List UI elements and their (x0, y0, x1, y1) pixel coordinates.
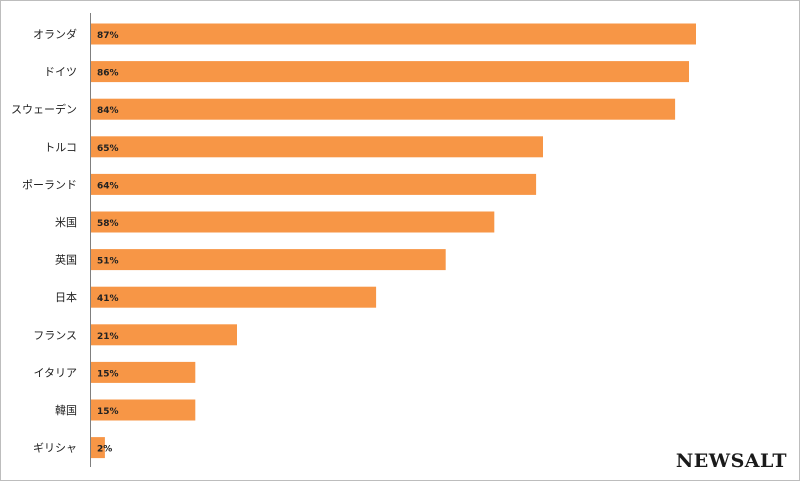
data-label-3: 84% (97, 106, 119, 116)
category-label-10: イタリア (33, 366, 77, 379)
bars-group (91, 23, 696, 459)
category-label-6: 米国 (55, 216, 77, 229)
bar-9 (91, 324, 237, 346)
category-label-1: オランダ (33, 27, 77, 41)
data-label-10: 15% (97, 369, 119, 379)
data-label-2: 86% (97, 69, 119, 79)
data-label-11: 15% (97, 407, 119, 417)
bar-5 (91, 173, 537, 195)
bar-7 (91, 249, 446, 271)
bar-3 (91, 98, 676, 120)
newsalt-watermark: NEWSALT (675, 450, 787, 472)
data-label-7: 51% (97, 257, 119, 267)
category-label-8: 日本 (55, 290, 77, 304)
bar-8 (91, 286, 377, 308)
category-label-12: ギリシャ (33, 442, 77, 455)
category-label-9: フランス (33, 329, 77, 342)
bar-4 (91, 136, 543, 158)
bar-12 (91, 437, 105, 459)
bar-6 (91, 211, 495, 233)
category-label-2: ドイツ (44, 66, 77, 79)
bar-10 (91, 361, 196, 383)
data-label-9: 21% (97, 332, 119, 342)
data-label-1: 87% (97, 31, 119, 41)
data-labels: 87% 86% 84% 65% 64% 58% 51% 41% 21% 15% 15% 2% (97, 31, 119, 455)
category-label-4: トルコ (44, 141, 77, 154)
data-label-12: 2% (97, 445, 112, 455)
bar-1 (91, 23, 696, 45)
category-labels: オランダドイツスウェーデントルコポーランド米国英国日本フランスイタリア韓国ギリシ… (11, 27, 77, 455)
bar-2 (91, 61, 689, 83)
data-label-4: 65% (97, 144, 119, 154)
category-label-7: 英国 (55, 253, 77, 267)
bar-11 (91, 399, 196, 421)
category-label-3: スウェーデン (11, 102, 77, 116)
category-label-11: 韓国 (55, 404, 77, 417)
data-label-5: 64% (97, 181, 119, 191)
category-label-5: ポーランド (22, 178, 77, 191)
data-label-8: 41% (97, 294, 119, 304)
data-label-6: 58% (97, 219, 119, 229)
